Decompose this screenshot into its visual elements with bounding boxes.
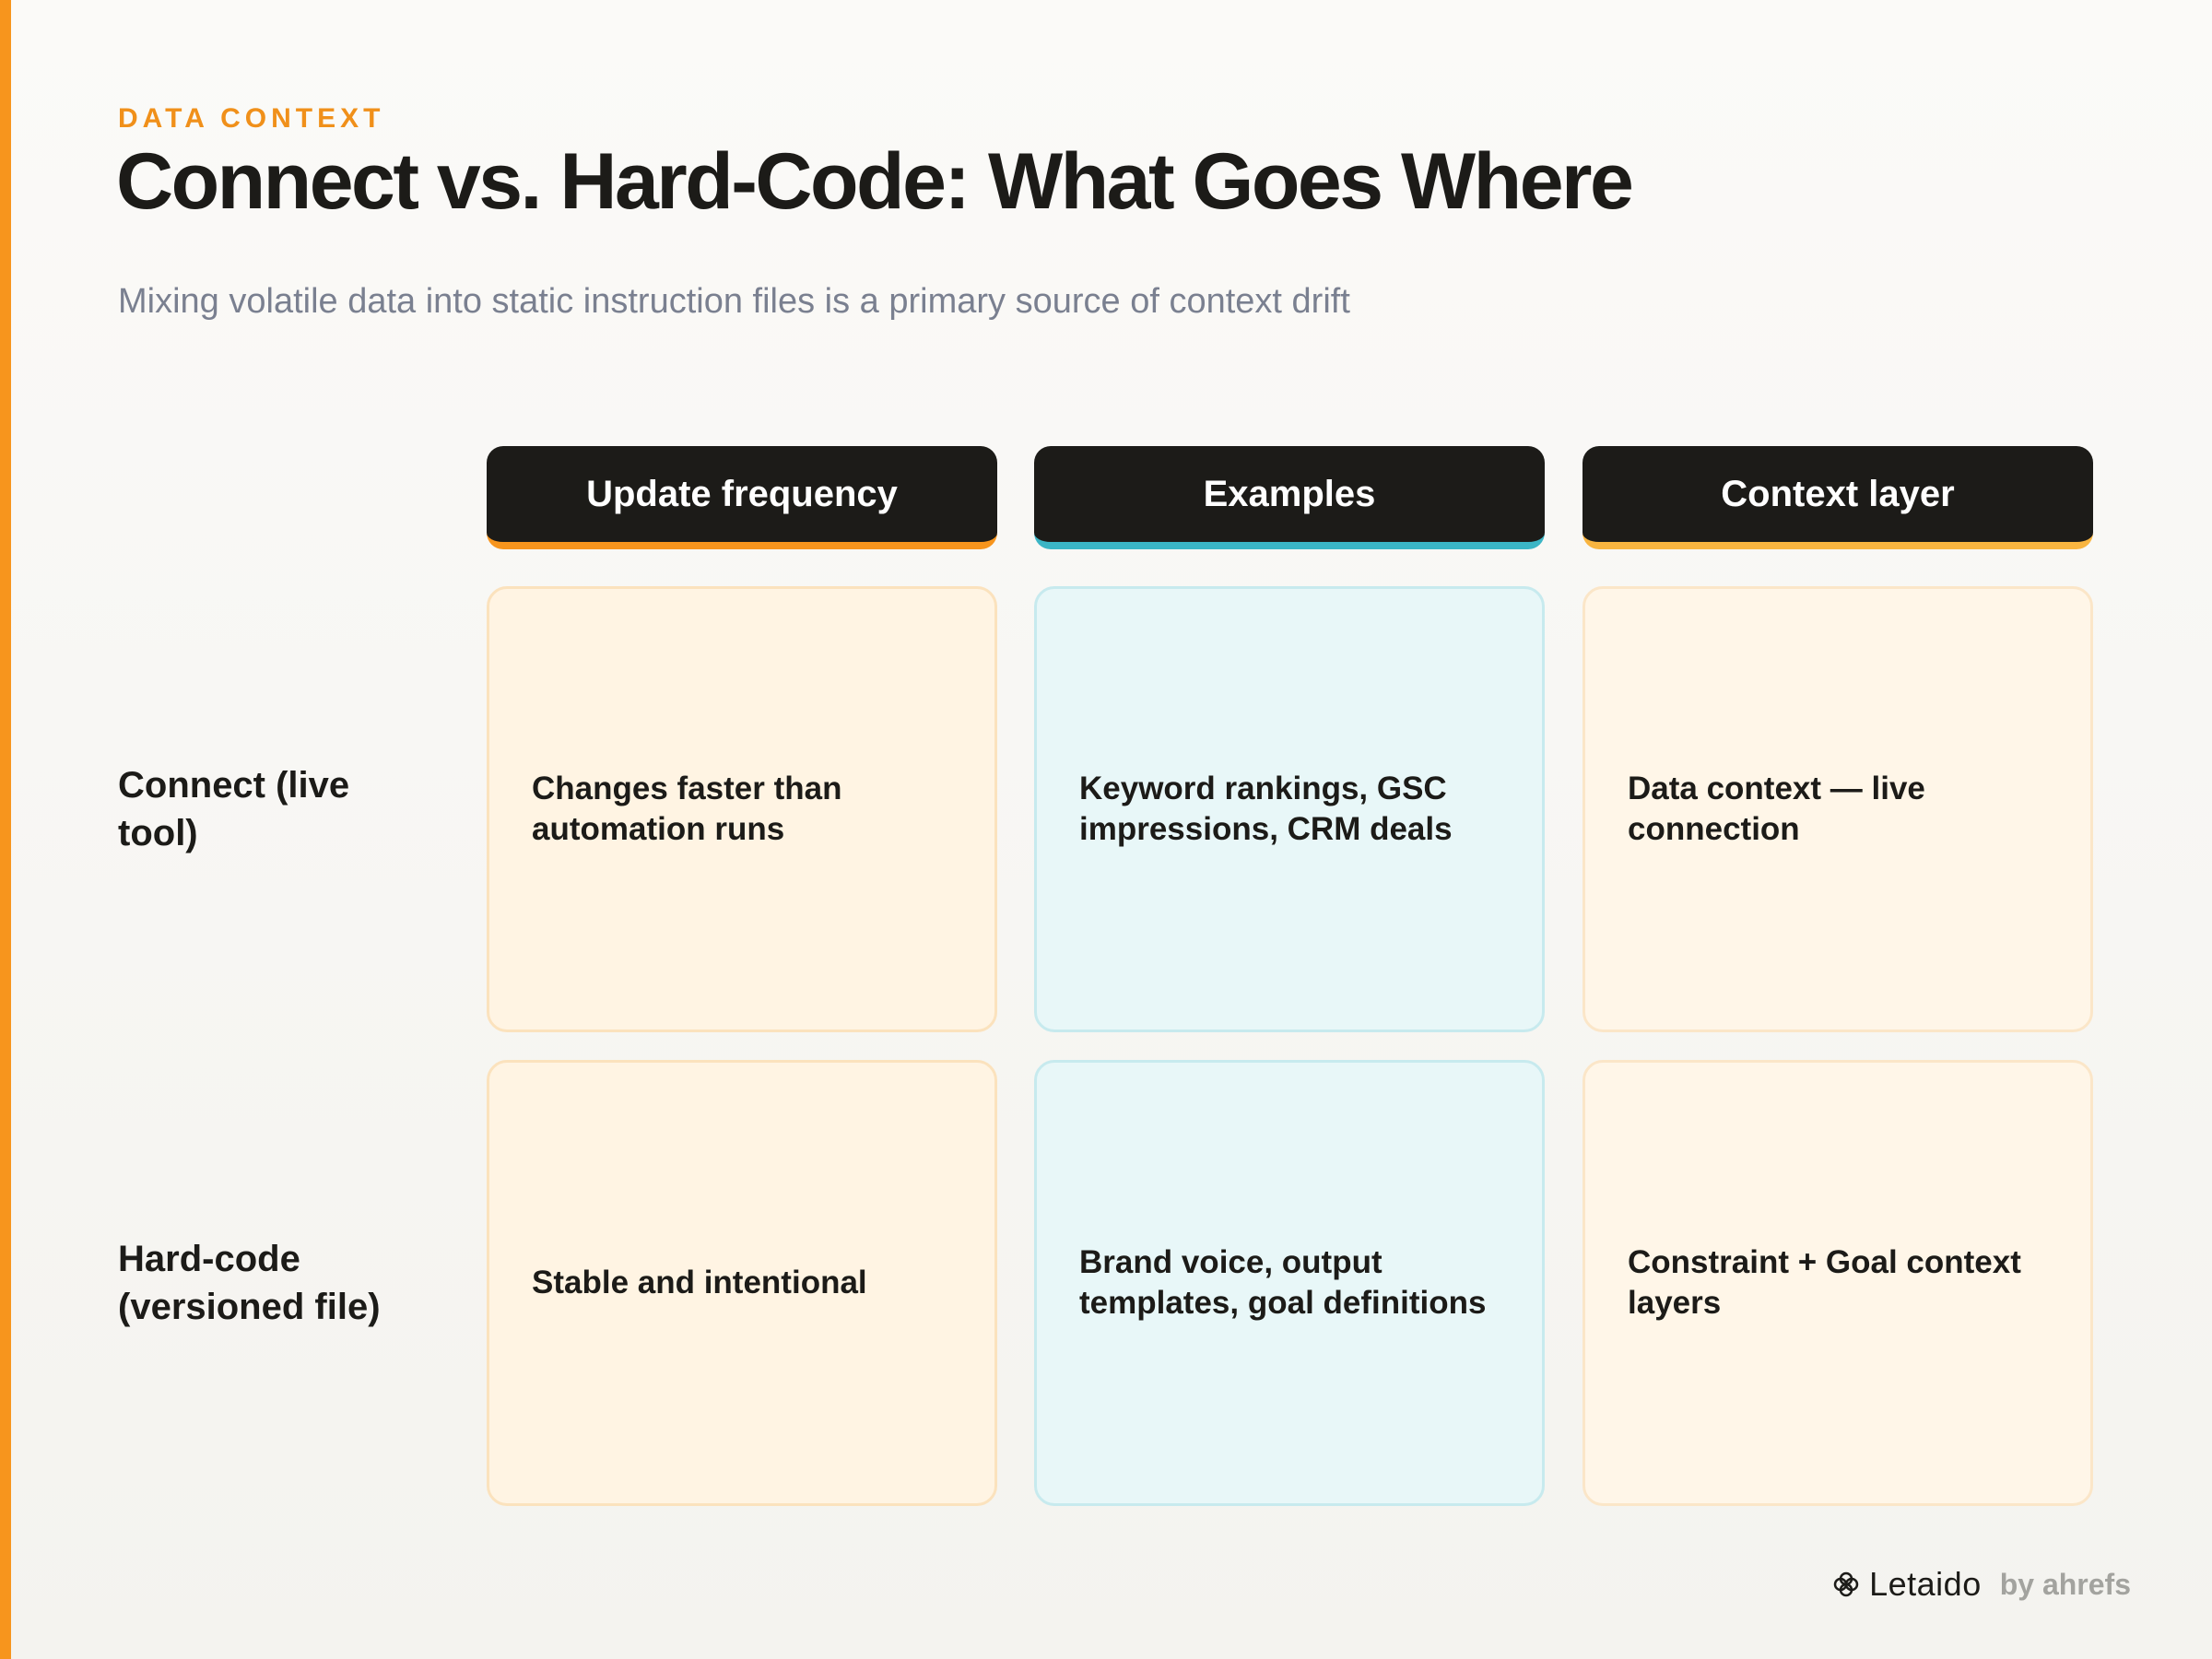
cell-text: Constraint + Goal context layers (1628, 1244, 2021, 1321)
brand-name: Letaido (1869, 1565, 1982, 1603)
page-title: Connect vs. Hard-Code: What Goes Where (116, 137, 1634, 226)
row-label-connect: Connect (live tool) (118, 765, 350, 853)
cell-hard-code-examples: Brand voice, output templates, goal defi… (1034, 1060, 1545, 1506)
brand-suffix: by ahrefs (1999, 1567, 2131, 1601)
cell-text: Brand voice, output templates, goal defi… (1079, 1244, 1487, 1321)
column-header-context-layer: Context layer (1583, 446, 2093, 549)
cell-connect-context-layer: Data context — live connection (1583, 586, 2093, 1032)
column-header-update-frequency: Update frequency (487, 446, 997, 549)
row-label-hard-code: Hard-code (versioned file) (118, 1239, 381, 1327)
cell-hard-code-update-frequency: Stable and intentional (487, 1060, 997, 1506)
left-accent-bar (0, 0, 11, 1659)
page-subtitle: Mixing volatile data into static instruc… (118, 282, 1350, 321)
cell-text: Changes faster than automation runs (532, 771, 842, 847)
cell-text: Stable and intentional (532, 1265, 867, 1300)
cell-connect-examples: Keyword rankings, GSC impressions, CRM d… (1034, 586, 1545, 1032)
brand-footer: Letaido by ahrefs (1832, 1565, 2131, 1604)
cell-text: Data context — live connection (1628, 771, 1925, 847)
flower-icon (1833, 1571, 1859, 1597)
cell-connect-update-frequency: Changes faster than automation runs (487, 586, 997, 1032)
column-header-examples: Examples (1034, 446, 1545, 549)
cell-text: Keyword rankings, GSC impressions, CRM d… (1079, 771, 1453, 847)
cell-hard-code-context-layer: Constraint + Goal context layers (1583, 1060, 2093, 1506)
eyebrow-label: DATA CONTEXT (118, 103, 385, 134)
